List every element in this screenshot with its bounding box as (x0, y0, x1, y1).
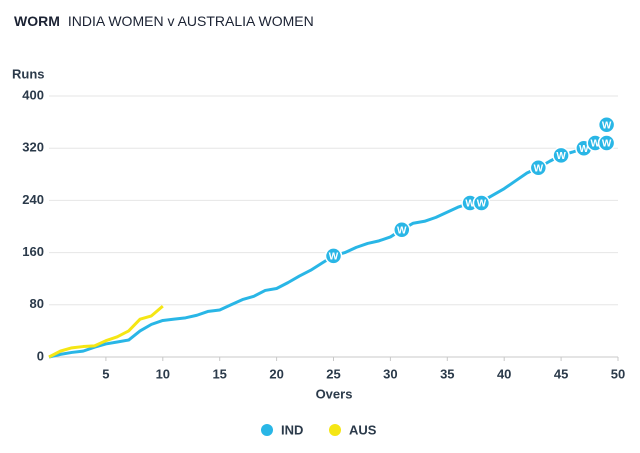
wicket-marker: W (393, 221, 411, 239)
chart-subtitle: INDIA WOMEN v AUSTRALIA WOMEN (68, 13, 314, 29)
wicket-label: W (397, 225, 407, 236)
y-tick-label: 240 (22, 192, 44, 207)
wicket-label: W (465, 199, 475, 210)
wicket-label: W (591, 139, 601, 150)
series-line (48, 304, 164, 359)
y-tick-label: 160 (22, 244, 44, 259)
y-tick-label: 0 (37, 348, 44, 363)
chart-title-row: WORM INDIA WOMEN v AUSTRALIA WOMEN (14, 13, 314, 29)
wicket-label: W (477, 199, 487, 210)
x-tick-label: 5 (102, 366, 109, 381)
x-tick-label: 50 (611, 366, 625, 381)
legend-swatch (261, 424, 273, 436)
y-tick-label: 320 (22, 140, 44, 155)
wicket-marker: W (597, 115, 616, 134)
x-tick-label: 15 (212, 366, 226, 381)
y-tick-label: 80 (30, 296, 44, 311)
x-tick-label: 10 (156, 366, 170, 381)
wicket-marker: W (324, 247, 343, 265)
wicket-marker: W (472, 194, 491, 212)
x-axis-label: Overs (316, 386, 353, 401)
wicket-label: W (602, 120, 612, 131)
x-tick-label: 45 (554, 366, 568, 381)
wicket-dot (393, 221, 411, 239)
y-tick-label: 400 (22, 87, 44, 102)
x-tick-label: 25 (326, 366, 340, 381)
legend-swatch (329, 424, 341, 436)
wicket-label: W (329, 252, 339, 263)
wicket-label: W (534, 163, 544, 174)
x-tick-label: 20 (269, 366, 283, 381)
wicket-label: W (556, 151, 566, 162)
wicket-label: W (579, 144, 589, 155)
wicket-label: W (602, 139, 612, 150)
x-tick-label: 30 (383, 366, 397, 381)
legend-label: IND (281, 422, 303, 437)
wicket-dot (529, 159, 548, 177)
legend-label: AUS (349, 422, 377, 437)
y-axis-label: Runs (12, 66, 45, 81)
wicket-marker: W (529, 159, 548, 177)
chart-title: WORM (14, 13, 60, 29)
wicket-dot (597, 115, 616, 134)
wicket-dot (552, 146, 570, 165)
wicket-marker: W (552, 146, 570, 165)
wicket-dot (597, 134, 616, 152)
wicket-dot (472, 194, 491, 212)
wicket-marker: W (597, 134, 616, 152)
x-tick-label: 35 (440, 366, 454, 381)
wicket-dot (324, 247, 343, 265)
x-tick-label: 40 (497, 366, 511, 381)
